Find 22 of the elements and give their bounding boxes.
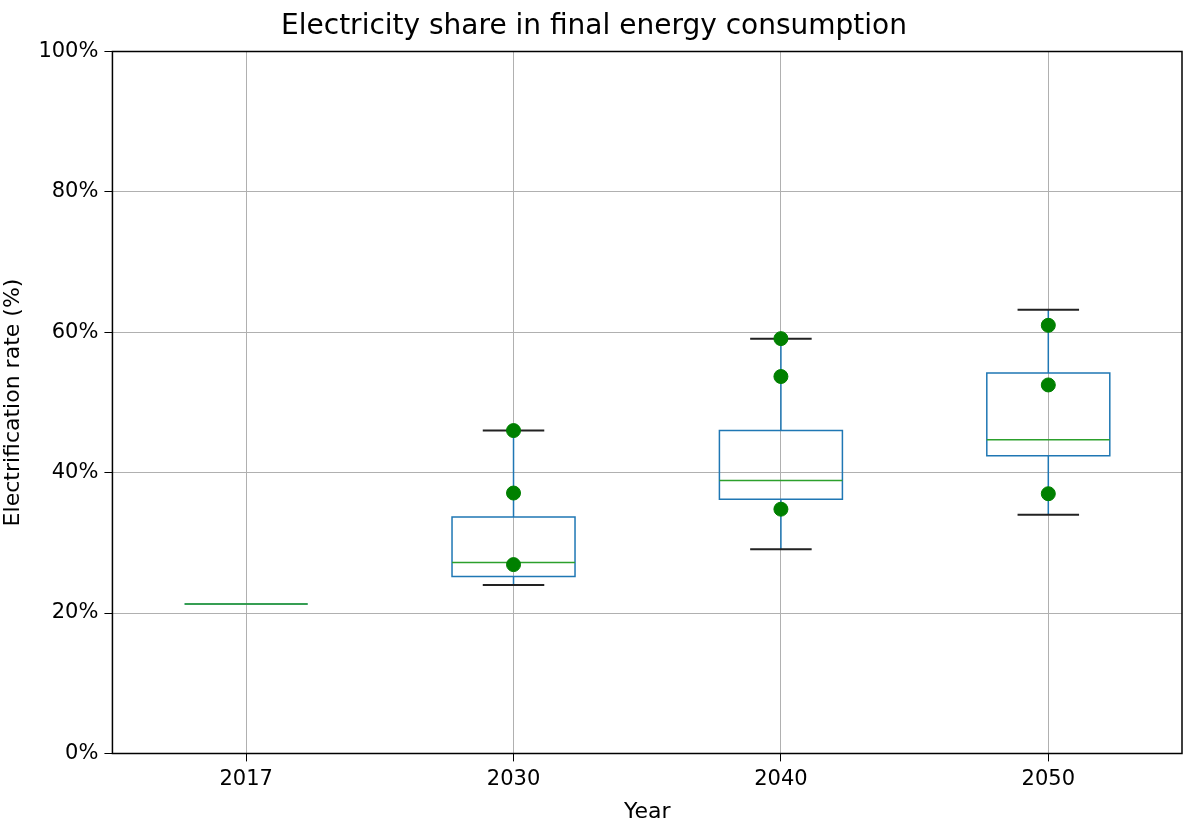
y-axis-title: Electrification rate (%) bbox=[0, 278, 24, 527]
x-tick-label: 2050 bbox=[1021, 766, 1076, 791]
y-tick-label: 80% bbox=[51, 178, 99, 203]
point bbox=[506, 423, 522, 439]
point bbox=[506, 557, 522, 573]
x-axis-title: Year bbox=[622, 797, 672, 823]
point bbox=[773, 331, 789, 347]
x-tick-label: 2030 bbox=[486, 766, 541, 791]
y-tick-label: 40% bbox=[51, 459, 99, 484]
point bbox=[773, 369, 789, 385]
point bbox=[1040, 317, 1056, 333]
point bbox=[506, 485, 522, 501]
y-tick-label: 60% bbox=[51, 318, 99, 343]
y-tick-label: 0% bbox=[65, 739, 99, 764]
point bbox=[773, 501, 789, 517]
chart-title: Electricity share in final energy consumption bbox=[281, 8, 907, 42]
x-tick-label: 2040 bbox=[754, 766, 808, 791]
point bbox=[1040, 377, 1056, 393]
y-tick-label: 100% bbox=[38, 38, 99, 63]
y-tick-label: 20% bbox=[51, 599, 99, 624]
point bbox=[1040, 486, 1056, 502]
x-tick-label: 2017 bbox=[219, 766, 273, 791]
